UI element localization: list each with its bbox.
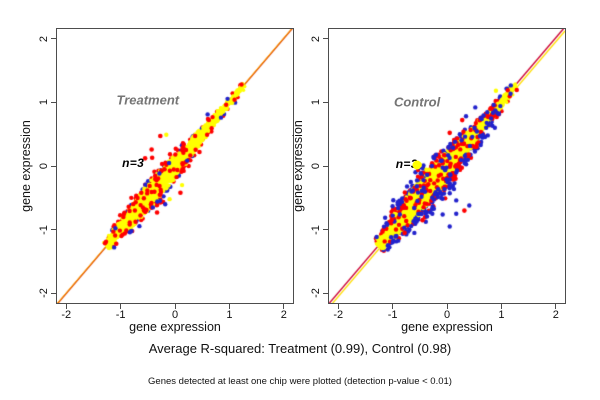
x-tick-label: 2 <box>280 309 287 321</box>
y-axis-tick <box>51 292 56 294</box>
y-tick-label: 0 <box>38 162 50 170</box>
x-tick-label: -1 <box>115 309 126 321</box>
x-tick-label: 1 <box>498 309 505 321</box>
x-axis-tick <box>65 304 67 309</box>
y-tick-label: -1 <box>310 224 322 235</box>
x-tick-label: 2 <box>552 309 559 321</box>
treatment-x-axis-label: gene expression <box>129 320 221 334</box>
y-axis-tick <box>323 229 328 231</box>
y-tick-label: 2 <box>38 35 50 42</box>
x-axis-tick <box>228 304 230 309</box>
y-axis-tick <box>323 165 328 167</box>
x-axis-tick <box>120 304 122 309</box>
y-tick-label: 1 <box>310 99 322 106</box>
x-tick-label: 0 <box>171 309 179 321</box>
y-tick-label: 0 <box>310 162 322 170</box>
y-axis-tick <box>51 229 56 231</box>
y-axis-tick <box>51 38 56 40</box>
control-plot-canvas <box>329 29 565 303</box>
x-tick-label: -1 <box>387 309 398 321</box>
control-n-annotation: n=3 <box>395 157 418 172</box>
plot-note-caption: Genes detected at least one chip were pl… <box>148 376 452 387</box>
x-tick-label: -2 <box>333 309 344 321</box>
x-axis-tick <box>337 304 339 309</box>
treatment-y-axis-label: gene expression <box>19 120 33 212</box>
y-tick-label: -2 <box>310 288 322 299</box>
x-axis-tick <box>283 304 285 309</box>
x-axis-tick <box>446 304 448 309</box>
x-tick-label: 1 <box>226 309 233 321</box>
control-y-axis-label: gene expression <box>291 120 305 212</box>
y-tick-label: -1 <box>38 224 50 235</box>
y-tick-label: -2 <box>38 288 50 299</box>
control-plot-title: Control <box>393 94 441 110</box>
treatment-plot-canvas <box>57 29 293 303</box>
y-axis-tick <box>323 292 328 294</box>
control-scatter-plot: Control n=3 gene expression gene express… <box>291 28 566 334</box>
y-tick-label: 1 <box>38 99 50 106</box>
yellow-point-overlay <box>412 160 422 170</box>
r-squared-caption: Average R-squared: Treatment (0.99), Con… <box>148 341 452 356</box>
y-axis-tick <box>323 38 328 40</box>
control-x-axis-label: gene expression <box>401 320 493 334</box>
y-axis-tick <box>323 101 328 103</box>
y-axis-tick <box>51 101 56 103</box>
x-tick-label: -2 <box>61 309 72 321</box>
y-axis-tick <box>51 165 56 167</box>
treatment-plot-title: Treatment <box>116 92 180 108</box>
y-tick-label: 2 <box>310 35 322 42</box>
x-axis-tick <box>392 304 394 309</box>
x-axis-tick <box>174 304 176 309</box>
x-tick-label: 0 <box>443 309 451 321</box>
x-axis-tick <box>555 304 557 309</box>
treatment-scatter-plot: Treatment n=3 gene expression gene expre… <box>19 28 294 334</box>
treatment-n-annotation: n=3 <box>122 156 145 171</box>
x-axis-tick <box>500 304 502 309</box>
